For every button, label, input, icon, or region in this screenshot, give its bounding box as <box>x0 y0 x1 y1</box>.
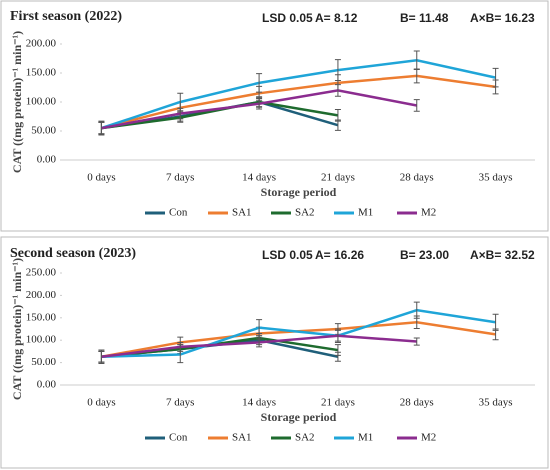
series-line <box>101 58 496 130</box>
error-bar <box>334 109 341 122</box>
y-tick-label: 0.00 <box>37 379 57 391</box>
error-bar <box>334 344 341 356</box>
error-bar <box>98 121 105 135</box>
error-bar <box>413 301 420 319</box>
error-bar <box>413 50 420 71</box>
legend-label: SA2 <box>295 207 315 219</box>
annotation: A= 16.26 <box>315 248 364 262</box>
legend-label: SA2 <box>295 432 315 444</box>
error-bar <box>177 341 184 352</box>
y-axis-label: CAT ((mg protein)⁻¹ min⁻¹) <box>10 258 24 400</box>
y-tick-label: 200.00 <box>26 289 57 301</box>
y-tick-label: 50.00 <box>31 125 56 137</box>
error-bar <box>492 313 499 331</box>
error-bar <box>256 73 263 93</box>
y-tick-label: 200.00 <box>26 38 57 50</box>
lsd-label: LSD 0.05 <box>262 11 313 25</box>
x-tick-label: 21 days <box>321 397 355 409</box>
panel-border <box>0 0 549 232</box>
legend-label: M2 <box>421 207 436 219</box>
series-line <box>101 74 496 130</box>
x-tick-label: 14 days <box>242 397 276 409</box>
x-tick-label: 28 days <box>400 172 434 184</box>
chart-title: First season (2022) <box>10 9 122 24</box>
legend-label: Con <box>169 432 188 444</box>
error-bar <box>334 59 341 82</box>
x-tick-label: 28 days <box>400 397 434 409</box>
x-tick-label: 35 days <box>479 172 513 184</box>
x-axis-label: Storage period <box>261 410 337 424</box>
y-tick-label: 150.00 <box>26 311 57 323</box>
error-bar <box>492 67 499 88</box>
y-tick-label: 150.00 <box>26 67 57 79</box>
annotation: B= 23.00 <box>400 248 449 262</box>
error-bar <box>256 337 263 348</box>
x-tick-label: 7 days <box>166 397 194 409</box>
y-tick-label: 100.00 <box>26 334 57 346</box>
error-bar <box>334 329 341 342</box>
error-bar <box>98 350 105 363</box>
annotation: B= 11.48 <box>400 11 449 25</box>
annotation: A= 8.12 <box>315 11 358 25</box>
error-bar <box>413 337 420 346</box>
legend-label: SA1 <box>232 207 252 219</box>
series-line <box>101 308 496 359</box>
lsd-label: LSD 0.05 <box>262 248 313 262</box>
error-bar <box>256 98 263 110</box>
error-bar <box>177 107 184 120</box>
chart-title: Second season (2023) <box>10 246 136 261</box>
y-tick-label: 100.00 <box>26 96 57 108</box>
x-tick-label: 21 days <box>321 172 355 184</box>
error-bar <box>413 99 420 112</box>
y-tick-label: 250.00 <box>26 267 57 279</box>
x-axis-label: Storage period <box>261 185 337 199</box>
y-tick-label: 0.00 <box>37 154 57 166</box>
y-tick-label: 50.00 <box>31 356 56 368</box>
legend-label: M1 <box>358 432 373 444</box>
panel-border <box>0 236 549 469</box>
legend-label: M1 <box>358 207 373 219</box>
x-tick-label: 35 days <box>479 397 513 409</box>
x-tick-label: 14 days <box>242 172 276 184</box>
error-bar <box>256 319 263 337</box>
x-tick-label: 0 days <box>87 397 115 409</box>
x-tick-label: 0 days <box>87 172 115 184</box>
legend-label: M2 <box>421 432 436 444</box>
y-axis-label: CAT ((mg protein)⁻¹ min⁻¹) <box>10 31 24 173</box>
legend-label: Con <box>169 207 188 219</box>
annotation: A×B= 32.52 <box>470 248 535 262</box>
x-tick-label: 7 days <box>166 172 194 184</box>
annotation: A×B= 16.23 <box>470 11 535 25</box>
error-bar <box>334 84 341 97</box>
legend-label: SA1 <box>232 432 252 444</box>
